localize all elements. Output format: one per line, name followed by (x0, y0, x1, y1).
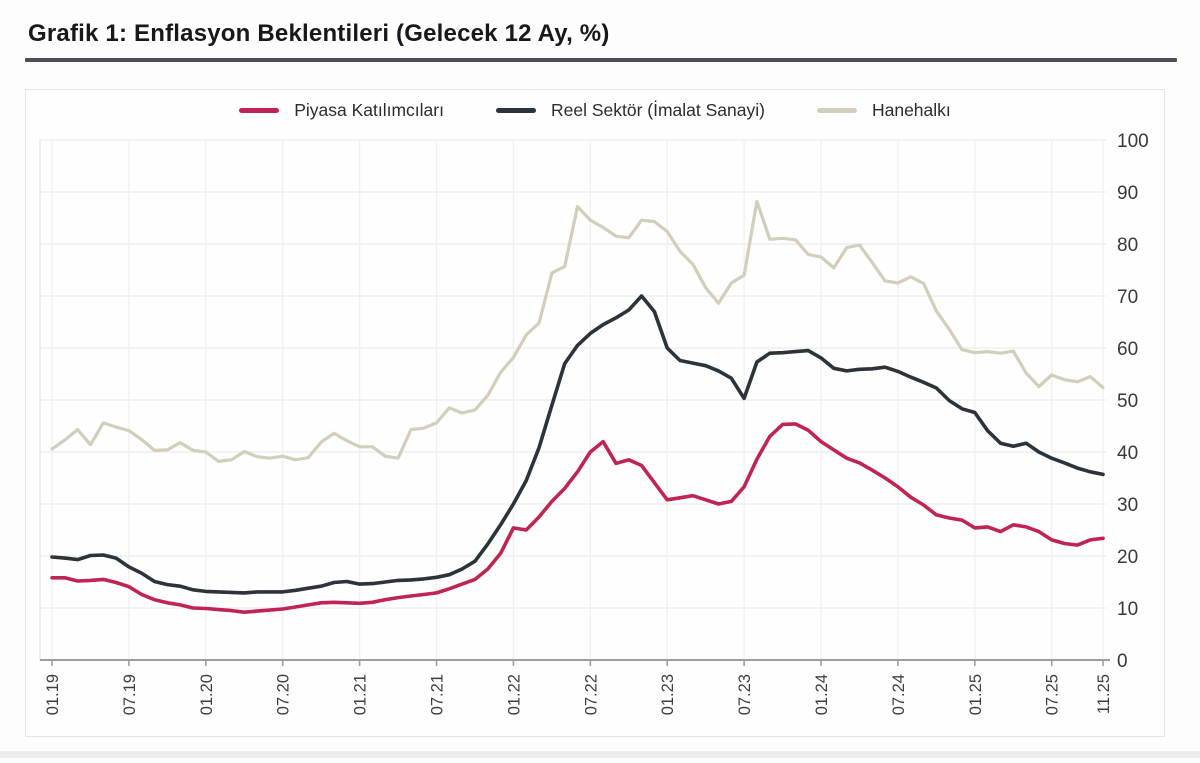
legend-label-reel-sektor: Reel Sektör (İmalat Sanayi) (550, 100, 765, 120)
page-bottom-edge (0, 751, 1200, 758)
reel-sektor-line-swatch-icon (495, 108, 536, 113)
chart-legend: Piyasa Katılımcıları Reel Sektör (İmalat… (25, 100, 1165, 121)
legend-label-piyasa-katilimcilari: Piyasa Katılımcıları (294, 100, 444, 120)
legend-label-hanehalki: Hanehalkı (871, 100, 951, 120)
chart-panel (25, 89, 1165, 737)
legend-item-piyasa-katilimcilari: Piyasa Katılımcıları (239, 100, 444, 121)
page-title: Grafik 1: Enflasyon Beklentileri (Gelece… (28, 20, 610, 47)
piyasa-katilimcilari-line-swatch-icon (239, 108, 280, 113)
legend-item-hanehalki: Hanehalkı (816, 100, 951, 121)
title-underline (25, 58, 1177, 62)
hanehalki-line-swatch-icon (816, 108, 857, 113)
legend-item-reel-sektor: Reel Sektör (İmalat Sanayi) (495, 100, 765, 121)
